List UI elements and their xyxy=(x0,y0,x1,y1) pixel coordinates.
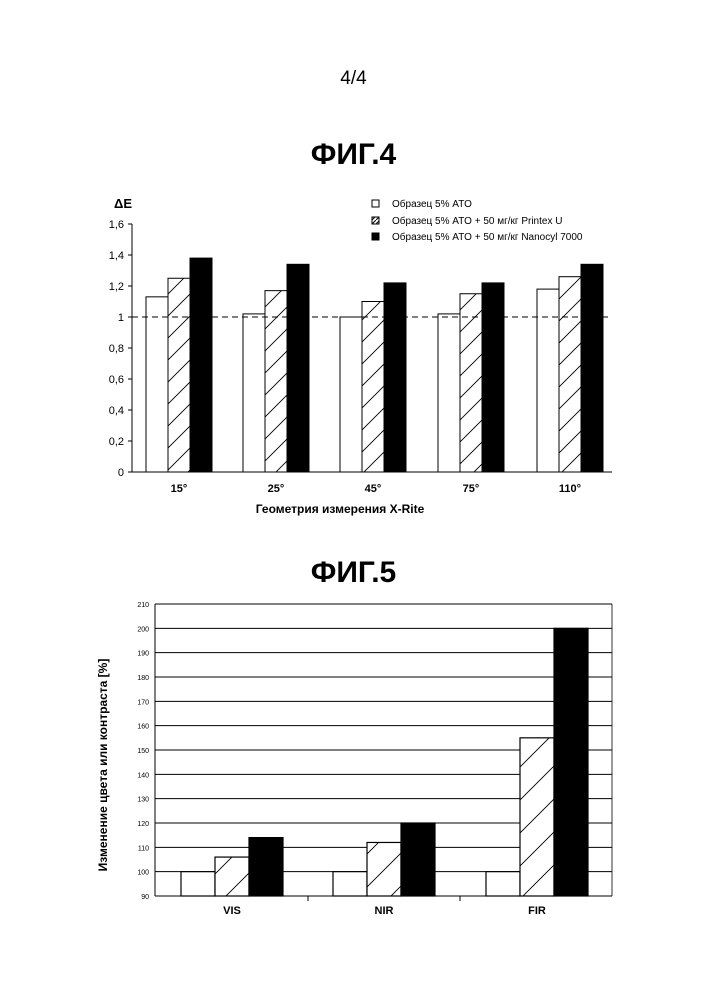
fig4-bar-hatched xyxy=(460,294,482,472)
fig4-bar-empty xyxy=(438,314,460,472)
fig5-x-tick-label: NIR xyxy=(375,905,394,917)
fig4-bar-empty xyxy=(243,314,265,472)
fig4-bar-solid xyxy=(482,283,504,472)
fig5-x-tick-label: FIR xyxy=(528,905,546,917)
fig5-y-tick-label: 200 xyxy=(137,626,149,633)
fig4-x-ticks: 15° 25° 45° 75° 110° xyxy=(171,483,581,495)
fig5-bar-empty xyxy=(181,872,215,896)
fig5-y-tick-label: 170 xyxy=(137,699,149,706)
fig4-x-tick-label: 75° xyxy=(463,483,480,495)
fig5-x-ticks: VIS NIR FIR xyxy=(223,896,546,917)
fig4-bars xyxy=(146,258,603,472)
fig4-bar-hatched xyxy=(362,302,384,473)
fig4-y-tick-label: 1,2 xyxy=(109,281,124,293)
fig5-y-tick-label: 160 xyxy=(137,724,149,731)
fig5-y-tick-label: 110 xyxy=(138,845,149,852)
figure-4-chart: ΔE 00,20,40,60,811,21,41,6 15°25°45°75°1… xyxy=(109,196,612,516)
fig4-bar-hatched xyxy=(559,277,581,472)
fig4-y-tick-label: 0 xyxy=(118,467,124,479)
fig4-bar-solid xyxy=(190,258,212,472)
fig4-y-ticks: 0 0,2 0,4 0,6 0,8 1 1,2 1,4 1,6 xyxy=(109,219,132,479)
fig4-x-axis-label: Геометрия измерения X-Rite xyxy=(256,502,425,516)
fig4-bar-solid xyxy=(384,283,406,472)
fig5-bar-solid xyxy=(249,838,283,896)
fig5-bar-solid xyxy=(401,823,435,896)
fig4-x-tick-label: 15° xyxy=(171,483,188,495)
fig4-y-tick-label: 1,4 xyxy=(109,250,124,262)
fig4-x-tick-label: 110° xyxy=(559,483,581,495)
legend-swatch-hatched xyxy=(372,217,379,224)
fig4-y-tick-label: 1,6 xyxy=(109,219,124,231)
fig5-x-tick-label: VIS xyxy=(223,905,241,917)
fig5-y-tick-label: 190 xyxy=(137,651,149,658)
fig4-y-tick-label: 0,4 xyxy=(109,405,124,417)
fig5-bars xyxy=(181,628,588,896)
fig5-y-tick-label: 90 xyxy=(141,894,149,901)
fig4-bar-hatched xyxy=(168,278,190,472)
fig5-y-tick-label: 100 xyxy=(137,870,149,877)
legend-swatch-solid xyxy=(372,233,379,240)
fig5-y-tick-label: 140 xyxy=(137,772,149,779)
legend-swatch-empty xyxy=(372,200,379,207)
fig4-x-tick-label: 45° xyxy=(365,483,382,495)
fig5-bar-hatched xyxy=(520,738,554,896)
fig4-legend: Образец 5% ATO Образец 5% ATO + 50 мг/кг… xyxy=(372,198,583,243)
fig5-bar-hatched xyxy=(215,857,249,896)
fig4-bar-hatched xyxy=(265,291,287,472)
fig5-y-tick-label: 150 xyxy=(137,748,149,755)
fig5-bar-hatched xyxy=(367,842,401,896)
fig4-y-axis-label: ΔE xyxy=(114,196,132,211)
fig5-bar-empty xyxy=(486,872,520,896)
fig4-bar-solid xyxy=(581,264,603,472)
fig4-bar-empty xyxy=(340,317,362,472)
fig5-bar-empty xyxy=(333,872,367,896)
fig5-y-axis-label: Изменение цвета или контраста [%] xyxy=(96,659,110,872)
fig4-bar-empty xyxy=(146,297,168,472)
legend-entry-2: Образец 5% ATO + 50 мг/кг Printex U xyxy=(392,215,562,227)
fig5-y-ticks: 90 100 110 120 130 140 150 160 170 180 190 200 210 xyxy=(137,602,149,901)
fig4-y-tick-label: 0,2 xyxy=(109,436,124,448)
figure-5-chart: 90 100 110 120 130 140 150 160 170 180 190 200 210 V… xyxy=(96,602,612,917)
fig5-y-tick-label: 120 xyxy=(137,821,149,828)
fig5-bar-solid xyxy=(554,628,588,896)
fig5-y-tick-label: 130 xyxy=(137,797,149,804)
fig5-y-tick-label: 210 xyxy=(137,602,149,609)
legend-entry-1: Образец 5% ATO xyxy=(392,198,472,210)
fig4-x-tick-label: 25° xyxy=(268,483,285,495)
fig4-y-tick-label: 0,8 xyxy=(109,343,124,355)
fig5-y-tick-label: 180 xyxy=(137,675,149,682)
fig4-bar-solid xyxy=(287,264,309,472)
fig4-y-tick-label: 0,6 xyxy=(109,374,124,386)
legend-entry-3: Образец 5% ATO + 50 мг/кг Nanocyl 7000 xyxy=(392,231,583,243)
fig4-y-tick-label: 1 xyxy=(118,312,124,324)
